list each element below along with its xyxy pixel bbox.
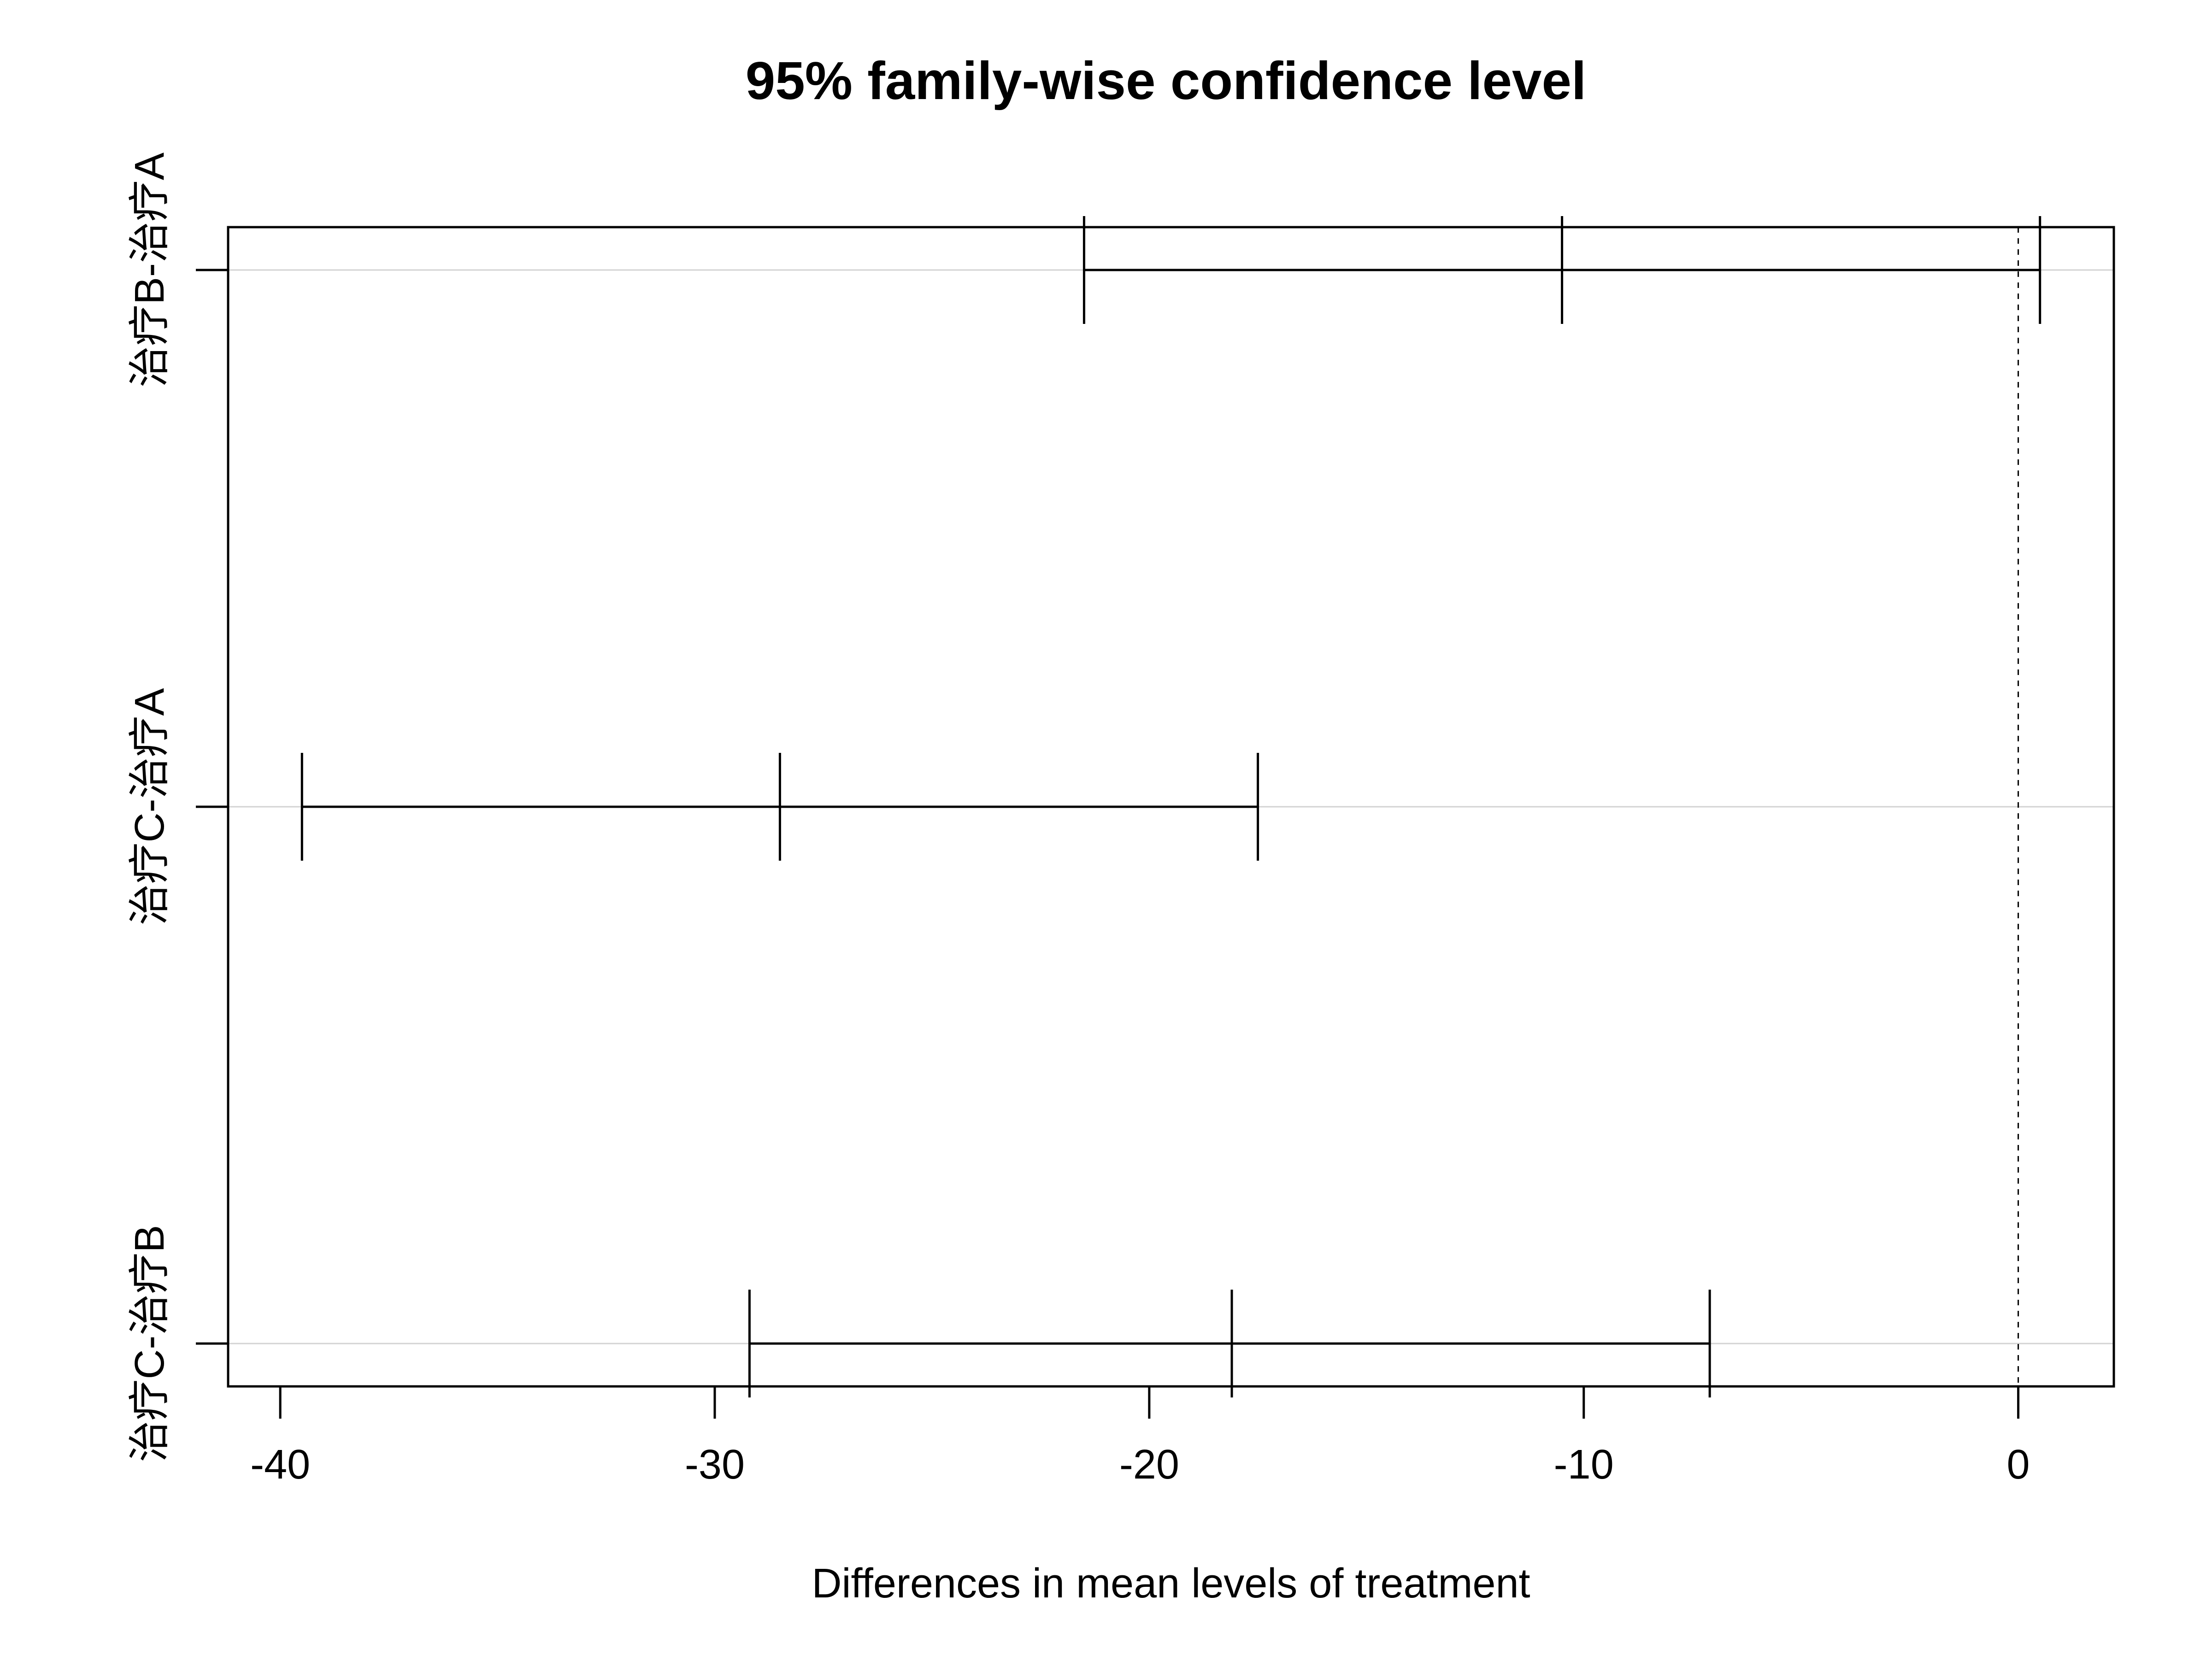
x-tick-label: 0	[2007, 1442, 2030, 1488]
x-tick-label: -10	[1554, 1442, 1614, 1488]
y-category-label: 治疗B-治疗A	[127, 153, 173, 387]
x-axis-title: Differences in mean levels of treatment	[812, 1561, 1530, 1607]
x-axis: -40 -30 -20 -10 0	[250, 1386, 2030, 1488]
x-tick-label: -30	[685, 1442, 745, 1488]
x-tick-label: -20	[1119, 1442, 1179, 1488]
chart-title: 95% family-wise confidence level	[746, 51, 1587, 111]
x-tick-label: -40	[250, 1442, 310, 1488]
interval-layer	[300, 216, 2041, 1397]
y-axis: 治疗B-治疗A 治疗C-治疗A 治疗C-治疗B	[127, 153, 228, 1462]
y-category-label: 治疗C-治疗B	[127, 1225, 173, 1462]
y-category-label: 治疗C-治疗A	[127, 688, 173, 926]
